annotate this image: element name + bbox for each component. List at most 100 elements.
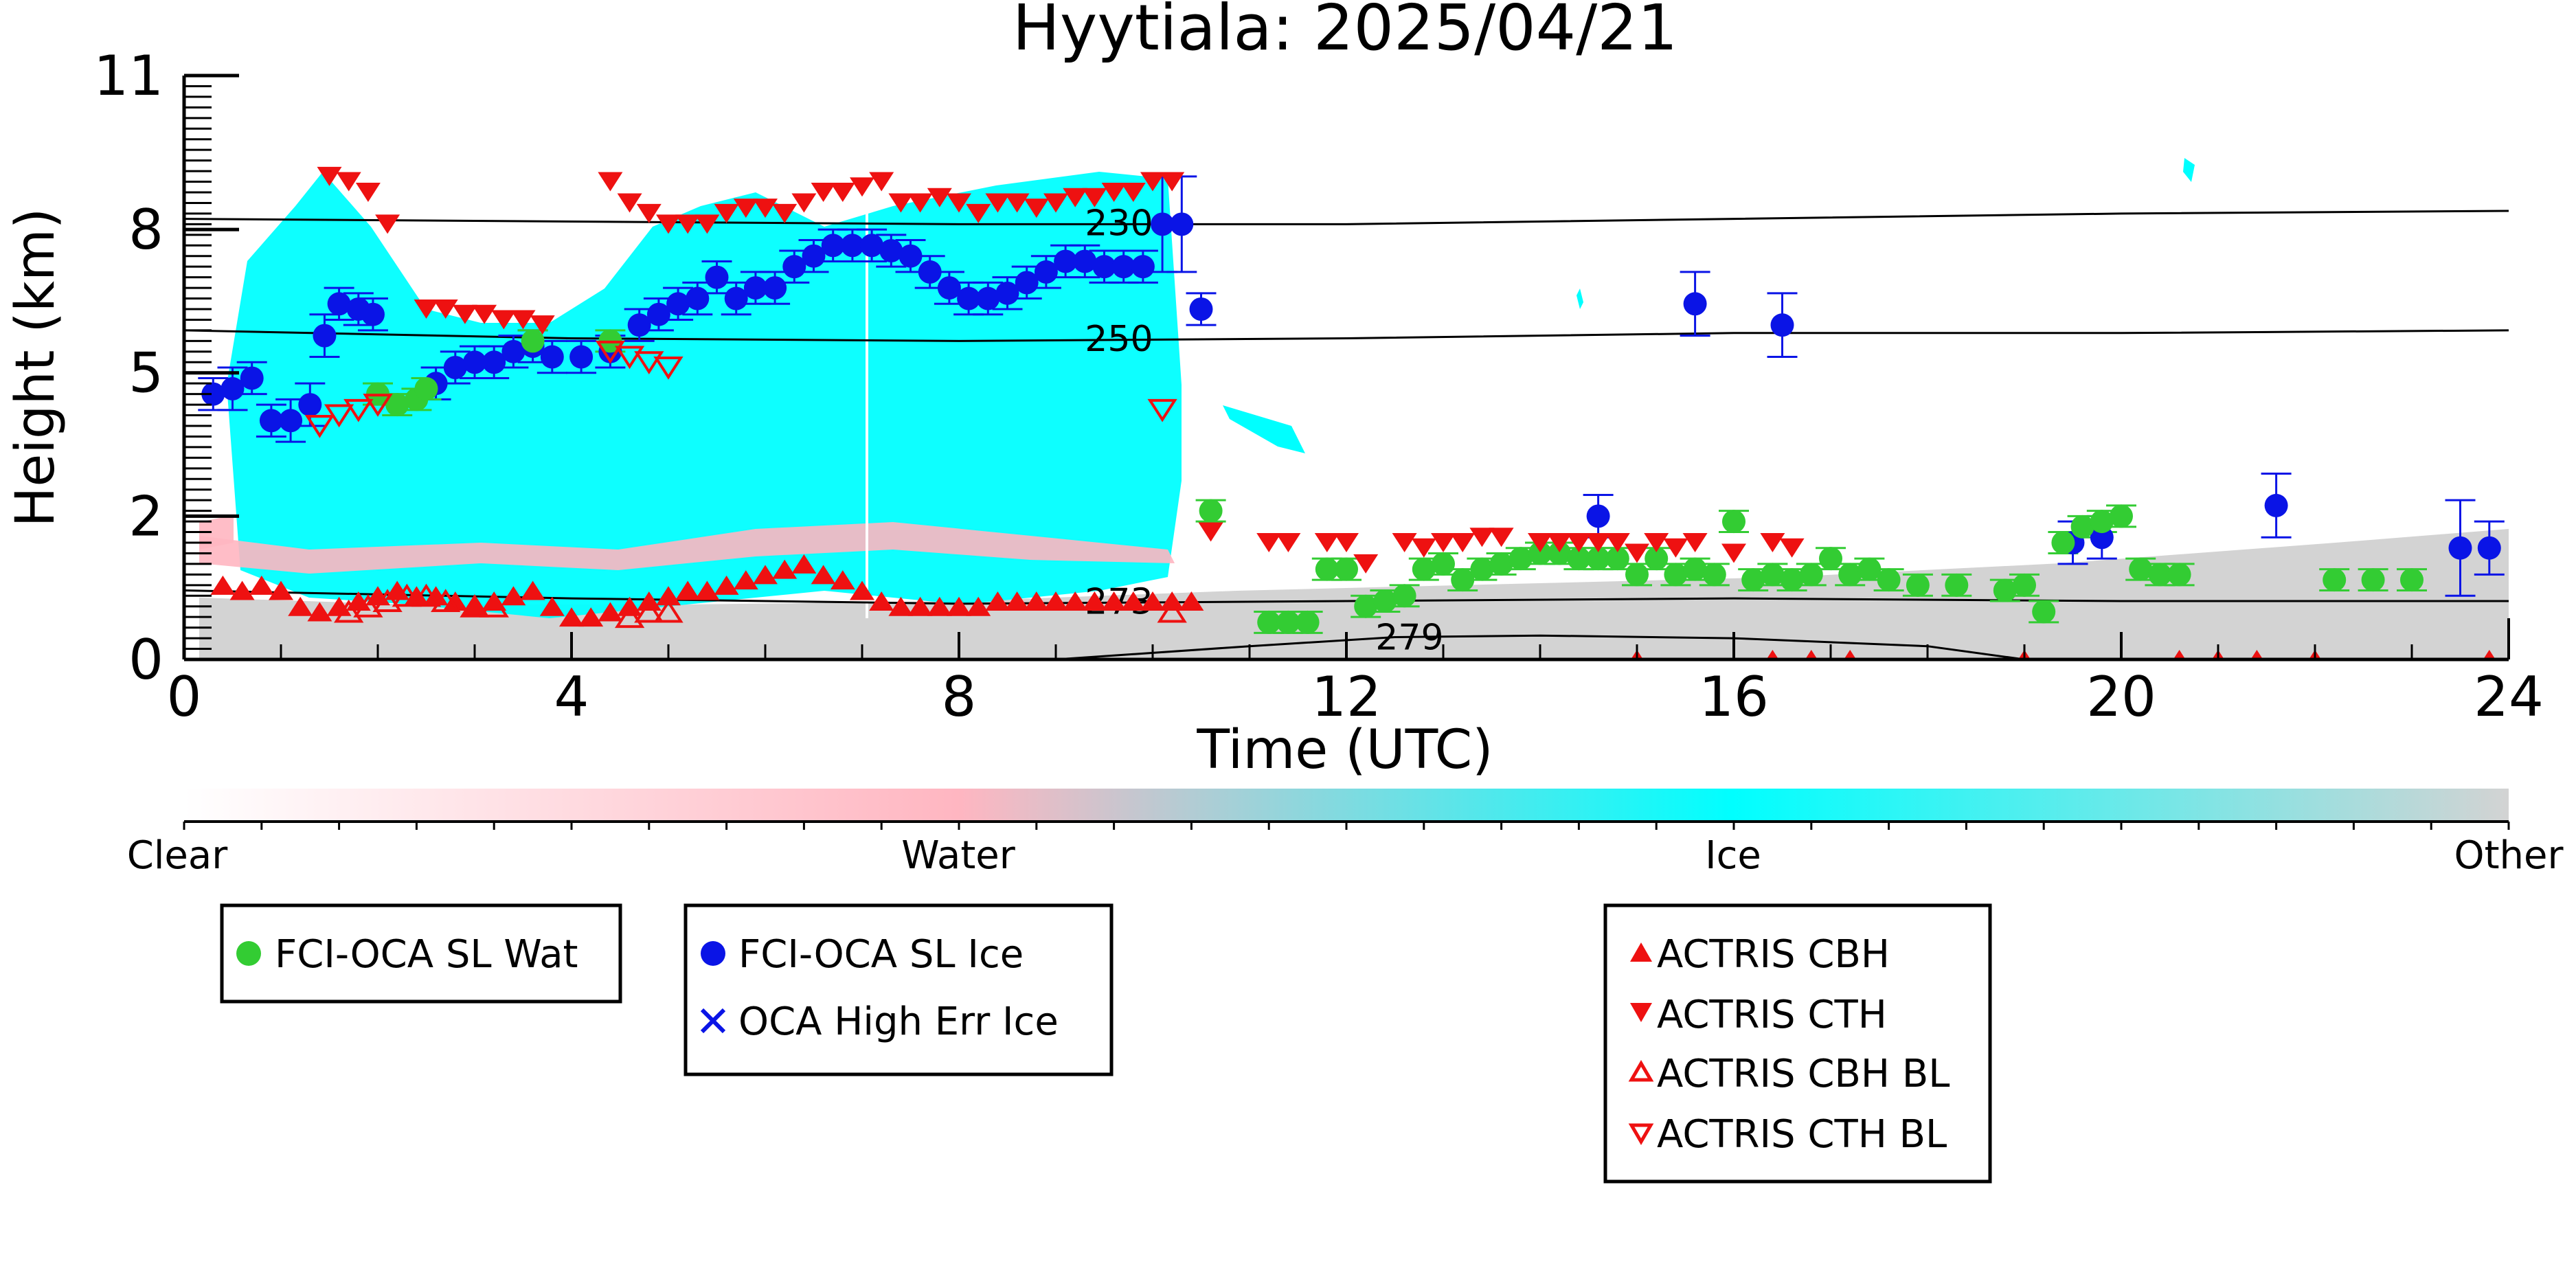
point-fci-oca-sl-wat	[2323, 568, 2347, 592]
point-fci-oca-sl-ice	[860, 234, 884, 258]
point-fci-oca-sl-wat	[1702, 563, 1726, 587]
colorbar-label-water: Water	[901, 833, 1016, 878]
point-fci-oca-sl-ice	[646, 302, 670, 326]
point-fci-oca-sl-wat	[1296, 610, 1320, 634]
legend-label-cth: ACTRIS CTH	[1657, 993, 1887, 1037]
point-actris-cbh	[501, 586, 526, 606]
point-actris-cth	[966, 203, 991, 223]
point-actris-cth	[1276, 533, 1301, 552]
legend-frame-actris	[1603, 903, 1992, 1184]
point-actris-cbh	[520, 580, 545, 600]
point-fci-oca-sl-wat	[1392, 584, 1416, 608]
point-actris-cbh-bl	[334, 599, 364, 623]
legend-label-high-err-ice: OCA High Err Ice	[738, 999, 1059, 1044]
point-fci-oca-sl-wat	[1335, 557, 1358, 581]
colorbar-label-other: Other	[2454, 833, 2564, 878]
legend-marker-sl-wat	[236, 941, 261, 966]
point-actris-cth	[1353, 554, 1379, 574]
x-tick-label: 16	[1699, 665, 1769, 729]
legend-label-cbh: ACTRIS CBH	[1657, 932, 1890, 977]
point-fci-oca-sl-ice	[1189, 297, 1213, 321]
point-fci-oca-sl-ice	[1111, 255, 1136, 279]
point-fci-oca-sl-ice	[327, 292, 351, 316]
point-fci-oca-sl-wat	[521, 329, 545, 353]
x-tick-label: 12	[1311, 665, 1381, 729]
point-actris-cbh	[1766, 650, 1779, 659]
point-fci-oca-sl-wat	[1761, 563, 1785, 587]
point-actris-cbh	[462, 596, 487, 616]
point-fci-oca-sl-ice	[1131, 255, 1155, 279]
legend-box-ice: FCI-OCA SL Ice OCA High Err Ice	[683, 903, 1114, 1076]
point-fci-oca-sl-wat	[1373, 589, 1397, 613]
point-actris-cth	[1024, 199, 1049, 218]
point-actris-cbh	[927, 596, 952, 616]
point-fci-oca-sl-wat	[2167, 563, 2191, 587]
point-actris-cth	[1644, 533, 1669, 552]
legend-marker-sl-ice	[701, 941, 725, 966]
point-fci-oca-sl-ice	[627, 313, 651, 337]
point-fci-oca-sl-ice	[705, 265, 729, 289]
point-actris-cth	[753, 199, 778, 218]
point-fci-oca-sl-wat	[1993, 578, 2017, 602]
colorbar-label-clear: Clear	[127, 833, 228, 878]
point-fci-oca-sl-ice	[666, 292, 690, 316]
point-actris-cbh	[404, 586, 429, 606]
point-actris-cbh	[985, 591, 1010, 611]
legend-box-water: FCI-OCA SL Wat	[220, 903, 622, 1004]
point-actris-cth	[811, 183, 836, 202]
legend-label-cbh-bl: ACTRIS CBH BL	[1657, 1052, 1950, 1096]
point-fci-oca-sl-wat	[2148, 563, 2172, 587]
point-actris-cth	[1160, 172, 1185, 192]
point-actris-cth	[656, 214, 681, 234]
point-actris-cth	[414, 300, 439, 319]
point-actris-cth	[375, 214, 400, 234]
point-actris-cth	[830, 183, 855, 202]
point-actris-cbh	[423, 586, 449, 606]
point-actris-cbh	[1024, 591, 1049, 611]
point-actris-cbh-bl	[614, 605, 645, 629]
point-fci-oca-sl-ice	[1092, 255, 1116, 279]
point-actris-cbh	[578, 607, 604, 627]
point-fci-oca-sl-wat	[2070, 515, 2094, 539]
point-fci-oca-sl-wat	[1451, 568, 1475, 592]
point-fci-oca-sl-ice	[937, 276, 961, 300]
point-fci-oca-sl-wat	[1432, 552, 1455, 576]
point-fci-oca-sl-wat	[414, 376, 438, 400]
point-actris-cbh	[694, 580, 720, 600]
point-actris-cbh-bl	[392, 583, 422, 607]
point-fci-oca-sl-wat	[1509, 547, 1533, 571]
point-fci-oca-sl-wat	[1625, 563, 1649, 587]
point-actris-cth	[1043, 193, 1068, 213]
point-fci-oca-sl-wat	[1586, 547, 1610, 571]
point-actris-cth-bl	[363, 394, 393, 417]
point-fci-oca-sl-wat	[1567, 547, 1591, 571]
point-actris-cbh	[1805, 650, 1818, 659]
point-fci-oca-sl-ice	[821, 234, 845, 258]
point-fci-oca-sl-ice	[1073, 249, 1097, 273]
point-actris-cbh	[269, 580, 293, 600]
y-tick-label: 5	[128, 341, 163, 405]
point-fci-oca-sl-wat	[2361, 568, 2385, 592]
point-actris-cbh	[1120, 591, 1146, 611]
x-ticks: 0 4 8 12 16 20 24	[167, 632, 2544, 729]
point-actris-cth	[1082, 188, 1107, 207]
point-actris-cbh	[947, 596, 971, 616]
point-fci-oca-sl-wat	[2129, 557, 2153, 581]
water-cloud-area	[199, 522, 1175, 574]
point-fci-oca-sl-ice	[1054, 249, 1078, 273]
point-actris-cbh	[2173, 650, 2186, 659]
point-actris-cth-bl	[324, 404, 354, 428]
point-actris-cth	[1101, 183, 1127, 202]
point-actris-cth	[617, 193, 642, 213]
contour-line-250	[184, 329, 2509, 342]
point-actris-cbh	[869, 591, 894, 611]
point-actris-cth	[1334, 533, 1359, 552]
point-actris-cth	[1489, 528, 1514, 547]
point-fci-oca-sl-ice	[763, 276, 787, 300]
chart-title: Hyytiala: 2025/04/21	[1013, 0, 1678, 65]
point-fci-oca-sl-ice	[918, 260, 942, 284]
colorbar: Clear Water Ice Other	[127, 789, 2564, 878]
y-ticks: 0 2 5 8 11	[93, 44, 239, 692]
x-axis-label: Time (UTC)	[1196, 719, 1493, 781]
